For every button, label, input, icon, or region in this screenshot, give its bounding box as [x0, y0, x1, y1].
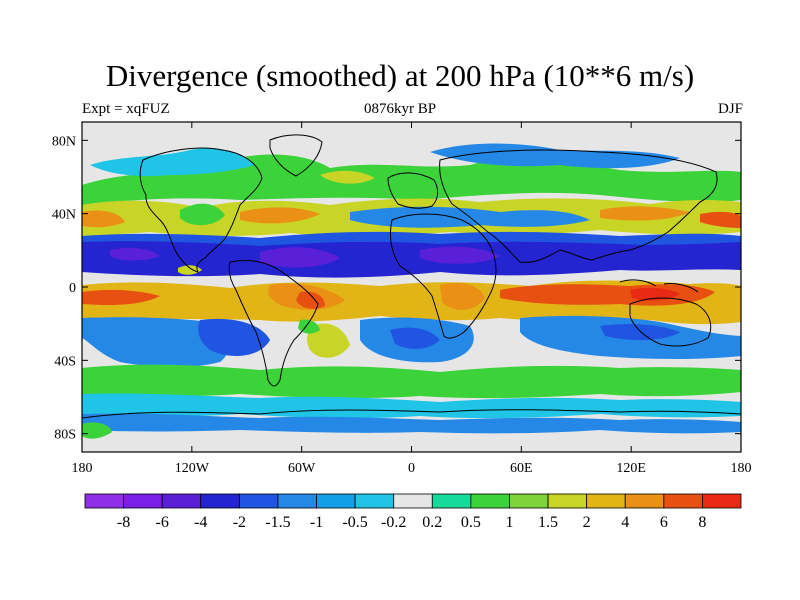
- contour-north-green-1: [180, 203, 225, 226]
- season-label: DJF: [717, 101, 743, 117]
- colorbar-swatch: [702, 493, 742, 509]
- contour-equatorial-orange-3: [440, 282, 485, 310]
- divergence-contours: [82, 143, 741, 439]
- colorbar-swatch: [509, 493, 549, 509]
- colorbar-swatch: [393, 493, 433, 509]
- colorbar-swatch: [663, 493, 703, 509]
- contour-equatorial-red-2: [630, 287, 680, 301]
- colorbar-swatch: [200, 493, 240, 509]
- experiment-label: Expt = xqFUZ: [82, 101, 170, 117]
- time-label: 0876kyr BP: [363, 101, 437, 117]
- colorbar-label: 0.2: [422, 514, 442, 531]
- contour-south-navy-2: [390, 327, 440, 349]
- contour-south-navy-1: [198, 318, 270, 356]
- contour-tropical-yellow-spot: [178, 265, 202, 275]
- contour-north-orange-1: [82, 210, 125, 228]
- x-tick-label: 180: [731, 461, 752, 476]
- colorbar-label: 0.5: [461, 514, 481, 531]
- coastline-maritime-continent: [619, 279, 699, 293]
- contour-equatorial-orange-1: [82, 289, 160, 306]
- x-tick-label: 60E: [510, 461, 533, 476]
- x-tick-label: 60W: [288, 461, 316, 476]
- contour-arctic-blue-east: [430, 143, 680, 169]
- coastline-north-america: [139, 147, 263, 273]
- axis-labels: 180 120W 60W 0 60E 120E 180 80N 40N 0 40S 80S: [52, 134, 752, 476]
- y-tick-label: 80N: [52, 134, 76, 149]
- coastline-africa: [389, 213, 497, 339]
- colorbar-label: -1.5: [265, 514, 290, 531]
- colorbar-label: 2: [583, 514, 591, 531]
- contour-tropical-blue-band: [82, 237, 741, 278]
- colorbar-label: -2: [233, 514, 246, 531]
- colorbar-label: -1: [310, 514, 323, 531]
- colorbar-label: 1.5: [538, 514, 558, 531]
- colorbar-swatch: [277, 493, 317, 509]
- colorbar-swatch: [84, 493, 124, 509]
- contour-tropical-purple-1: [260, 247, 340, 268]
- colorbar-swatch: [470, 493, 510, 509]
- colorbar-label: -4: [194, 514, 207, 531]
- colorbar-swatch: [586, 493, 626, 509]
- contour-arctic-blue: [90, 148, 255, 177]
- colorbar-swatch: [238, 493, 279, 509]
- coastline-europe: [387, 172, 439, 209]
- contour-south-blue-1: [82, 317, 229, 368]
- colorbar-swatch: [161, 493, 202, 509]
- colorbar: -8 -6 -4 -2 -1.5 -1 -0.5 -0.2 0.2 0.5 1 1.5 2 4 6 8: [84, 493, 742, 531]
- y-tick-label: 80S: [54, 428, 76, 443]
- colorbar-label: 6: [660, 514, 668, 531]
- colorbar-swatch: [123, 493, 163, 509]
- contour-south-green-band: [82, 364, 741, 399]
- contour-north-orange-2: [240, 207, 320, 224]
- x-tick-label: 0: [408, 461, 415, 476]
- y-tick-label: 40S: [54, 354, 76, 369]
- colorbar-label: -8: [117, 514, 130, 531]
- colorbar-label: -0.5: [342, 514, 367, 531]
- contour-south-yellow-1: [307, 323, 350, 358]
- coastline-antarctica: [82, 409, 741, 419]
- colorbar-label: -6: [156, 514, 169, 531]
- coastline-greenland: [269, 134, 323, 177]
- y-tick-label: 0: [69, 281, 76, 296]
- colorbar-label: 4: [621, 514, 629, 531]
- contour-south-blue-band-2: [82, 413, 741, 434]
- contour-south-blue-band-1: [82, 393, 741, 419]
- contour-arctic-yellow: [320, 170, 375, 184]
- chart-title: Divergence (smoothed) at 200 hPa (10**6 …: [105, 58, 695, 93]
- colorbar-swatch: [316, 493, 356, 509]
- x-tick-label: 180: [72, 461, 93, 476]
- colorbar-label: 8: [698, 514, 706, 531]
- colorbar-swatch: [354, 493, 395, 509]
- contour-arctic-green: [82, 154, 741, 205]
- coastline-asia: [439, 149, 718, 263]
- x-tick-label: 120E: [616, 461, 646, 476]
- x-tick-label: 120W: [175, 461, 210, 476]
- contour-north-orange-4: [700, 211, 741, 228]
- colorbar-label: 1: [505, 514, 513, 531]
- coastline-south-america: [228, 259, 319, 387]
- colorbar-swatch: [624, 493, 665, 509]
- colorbar-label: -0.2: [381, 514, 406, 531]
- contour-north-orange-3: [600, 206, 690, 221]
- coastline-australia: [629, 297, 712, 347]
- y-tick-label: 40N: [52, 208, 76, 223]
- contour-equatorial-orange-4: [500, 284, 715, 306]
- contour-tropical-blue-light: [82, 231, 741, 246]
- contour-south-green-spot: [82, 422, 112, 439]
- coastlines: [82, 134, 741, 419]
- contour-tropical-purple-2: [420, 246, 500, 264]
- contour-tropical-purple-3: [110, 248, 160, 261]
- colorbar-swatch: [431, 493, 472, 509]
- colorbar-swatch: [547, 493, 588, 509]
- axis-ticks: [81, 122, 742, 452]
